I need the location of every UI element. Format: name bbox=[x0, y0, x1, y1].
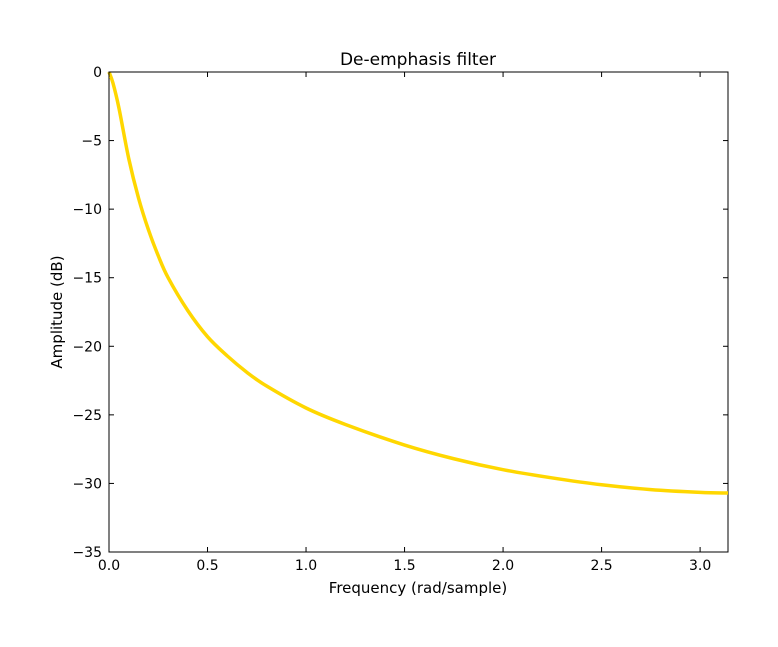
y-tick-label: −35 bbox=[72, 545, 102, 561]
x-tick-label: 2.0 bbox=[492, 558, 514, 574]
x-tick-label: 0.5 bbox=[196, 558, 218, 574]
series-layer bbox=[107, 71, 729, 495]
y-tick-label: −25 bbox=[72, 408, 102, 424]
x-tick-label: 2.5 bbox=[590, 558, 612, 574]
x-axis-label: Frequency (rad/sample) bbox=[329, 579, 507, 597]
y-tick-label: −30 bbox=[72, 476, 102, 492]
y-axis-ticks: 0 −5 −10 −15 −20 −25 −30 −35 bbox=[72, 65, 728, 561]
y-tick-label: −5 bbox=[81, 134, 102, 150]
x-tick-label: 0.0 bbox=[98, 558, 120, 574]
plot-frame bbox=[108, 71, 729, 553]
y-tick-label: −10 bbox=[72, 202, 102, 218]
x-tick-label: 3.0 bbox=[689, 558, 711, 574]
y-tick-label: 0 bbox=[93, 65, 102, 81]
chart-title: De-emphasis filter bbox=[340, 50, 496, 70]
y-tick-label: −15 bbox=[72, 271, 102, 287]
series-line-0 bbox=[107, 71, 729, 495]
y-tick-label: −20 bbox=[72, 339, 102, 355]
y-axis-label: Amplitude (dB) bbox=[48, 255, 66, 368]
plot-area: 0.0 0.5 1.0 1.5 2.0 2.5 3.0 0 −5 −10 −15 −20 −25 −30… bbox=[72, 65, 729, 574]
x-tick-label: 1.0 bbox=[295, 558, 317, 574]
x-tick-label: 1.5 bbox=[393, 558, 415, 574]
x-axis-ticks: 0.0 0.5 1.0 1.5 2.0 2.5 3.0 bbox=[98, 72, 711, 574]
